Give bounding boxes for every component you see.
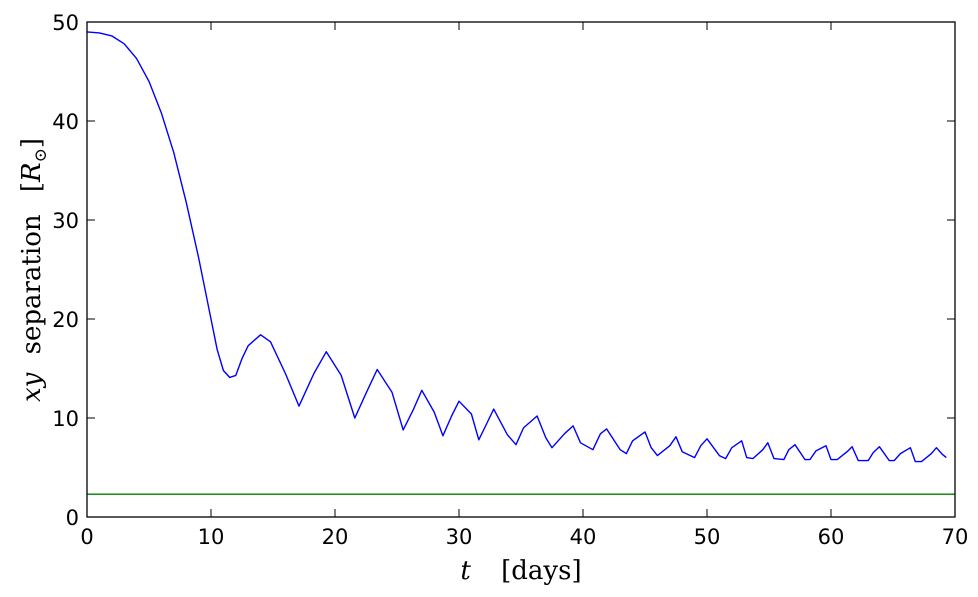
x-tick-label: 20 [322,525,349,549]
y-axis-label: xy separation [R⊙] [17,138,51,402]
x-tick-label: 0 [80,525,93,549]
x-tick-label: 30 [446,525,473,549]
x-axis-label: t [days] [460,556,581,586]
x-axis-symbol: t [460,556,471,586]
y-tick-label: 10 [52,407,79,431]
y-tick-label: 50 [52,11,79,35]
x-tick-label: 10 [198,525,225,549]
y-axis-unit-close: ] [17,138,47,148]
x-tick-label: 40 [570,525,597,549]
x-tick-label: 70 [942,525,969,549]
x-tick-label: 60 [818,525,845,549]
y-axis-word: separation [17,214,47,354]
series-layer [86,31,955,495]
y-tick-label: 30 [52,209,79,233]
plot-frame [86,21,956,518]
tick-layer: 0 10 20 30 40 50 60 70 0 10 20 30 40 50 [52,11,968,549]
plot-background [87,22,955,517]
y-axis-symbol: xy [17,372,47,402]
y-tick-label: 40 [52,110,79,134]
y-tick-label: 20 [52,308,79,332]
x-axis-unit: [days] [501,556,581,586]
y-axis-unit-sub: ⊙ [31,148,51,162]
y-tick-label: 0 [66,506,79,530]
y-axis-unit-symbol: R [17,162,47,183]
y-axis-unit-open: [ [17,182,47,192]
x-tick-label: 50 [694,525,721,549]
series-line-1 [86,31,947,463]
